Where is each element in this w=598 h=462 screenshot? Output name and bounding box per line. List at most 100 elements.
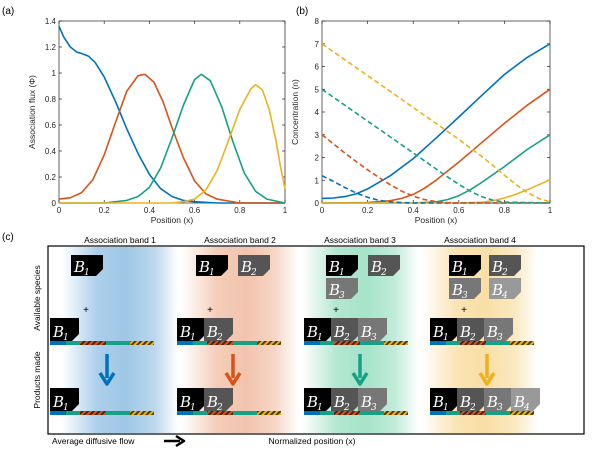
band-4-product-B2-shape [457, 388, 486, 411]
footer-normalized-position: Normalized position (x) [269, 436, 356, 446]
band-4-available-B2-subscript: 2 [501, 268, 508, 278]
band-3-attached-B2-letter: B [333, 323, 345, 341]
band-4-substrate-bottom-yellow [510, 411, 534, 415]
band-2-substrate-top-orange [207, 341, 233, 345]
chart-b-series-5-dashed [321, 134, 550, 204]
chart-a-ytick-label: 1.2 [45, 43, 57, 52]
band-2-attached-B2-letter: B [206, 323, 218, 341]
band-4-available-B3: B3 [449, 278, 481, 301]
chart-b-ytick-label: 3 [315, 131, 320, 140]
band-3-product-B2-shape [331, 388, 360, 411]
chart-a-xlabel: Position (x) [151, 215, 194, 225]
band-4-product-B4-letter: B [513, 393, 525, 411]
band-2-product-B2: B2 [204, 388, 233, 413]
band-3-substrate-bottom-orange [334, 411, 360, 415]
band-3-substrate-top-orange [334, 341, 360, 345]
band-4-attached-B2-subscript: 2 [469, 333, 476, 343]
band-2-available-B2-letter: B [240, 258, 252, 276]
chart-b-ytick-label: 1 [315, 176, 320, 185]
chart-b-xlabel: Position (x) [415, 215, 458, 225]
band-4-available-B4-letter: B [491, 281, 503, 299]
band-2-attached-B2: B2 [204, 318, 233, 343]
band-1-background [62, 247, 178, 433]
band-3-product-B1: B1 [304, 388, 333, 413]
band-4-available-B4-shape [489, 278, 521, 299]
band-2-product-B2-letter: B [206, 393, 218, 411]
band-1-available-B1-letter: B [73, 258, 85, 276]
chart-a-xtick-label: 0.6 [189, 206, 201, 215]
band-2-available-B2: B2 [238, 255, 270, 278]
band-1-attached-B1-subscript: 1 [63, 333, 69, 343]
band-3-product-B3-shape [358, 388, 387, 411]
chart-a-xtick-label: 0.2 [99, 206, 111, 215]
band-2-attached-B1: B1 [177, 318, 206, 343]
chart-a-axes-box [58, 20, 286, 204]
band-1-product-B1-letter: B [52, 393, 64, 411]
band-1-available-B1-subscript: 1 [84, 268, 90, 278]
band-1-title: Association band 1 [84, 235, 156, 245]
chart-a-xtick-label: 0.8 [234, 206, 246, 215]
chart-b-xtick-label: 0 [320, 206, 325, 215]
band-4-product-B2-letter: B [459, 393, 471, 411]
chart-b-axes-box [321, 20, 551, 204]
band-3-product-B3-subscript: 3 [371, 403, 377, 413]
band-3-attached-B3-shape [358, 318, 387, 341]
band-3-plus: + [333, 305, 339, 316]
band-4-available-B1-subscript: 1 [462, 268, 468, 278]
band-4-attached-B3-shape [484, 318, 513, 341]
chart-b: 0 0.2 0.4 0.6 0.8 1 0 1 2 3 4 5 6 7 8 Position (x) Conce… [290, 17, 553, 225]
chart-a-ytick-label: 0 [52, 199, 57, 208]
chart-a-ytick-label: 1 [52, 69, 57, 78]
band-4-attached-B2-letter: B [459, 323, 471, 341]
band-4-available-B1-letter: B [451, 258, 463, 276]
chart-a-series-3-solid [59, 83, 286, 204]
band-2-product-B2-shape [204, 388, 233, 411]
band-1-substrate-top [50, 341, 154, 345]
chart-b-series-6-dashed [321, 88, 551, 204]
band-3-product-B3: B3 [358, 388, 387, 413]
band-4-product-B1-letter: B [432, 393, 444, 411]
band-4-attached-B2-shape [457, 318, 486, 341]
chart-b-ytick-label: 6 [315, 63, 320, 72]
band-2-product-B1-letter: B [179, 393, 191, 411]
band-4-attached-B1-shape [430, 318, 459, 341]
band-3-substrate-top-yellow [384, 341, 408, 345]
chart-b-ytick-label: 4 [315, 108, 320, 117]
band-2-product-B1: B1 [177, 388, 206, 413]
band-3-attached-B3-letter: B [360, 323, 372, 341]
band-2-attached-B1-subscript: 1 [190, 333, 196, 343]
band-3-attached-B1-subscript: 1 [317, 333, 323, 343]
band-4-substrate-bottom-blue [430, 411, 446, 415]
band-3-attached-B3-subscript: 3 [371, 333, 377, 343]
band-2-available-B1-letter: B [198, 258, 210, 276]
band-1-attached-B1-letter: B [52, 323, 64, 341]
band-4-attached-B1-subscript: 1 [443, 333, 449, 343]
band-2-attached-B2-subscript: 2 [216, 333, 223, 343]
band-4-product-B3-letter: B [486, 393, 498, 411]
band-4-available-B3-shape [449, 278, 481, 299]
band-3-title: Association band 3 [324, 235, 396, 245]
chart-b-xtick-label: 1 [548, 206, 553, 215]
band-2-product-B1-subscript: 1 [190, 403, 196, 413]
chart-b-ytick-label: 8 [315, 17, 320, 26]
band-4-substrate-bottom-orange [460, 411, 486, 415]
band-3-substrate-bottom-yellow [384, 411, 408, 415]
chart-a-xtick-label: 1 [283, 206, 288, 215]
band-4-product-B2-subscript: 2 [469, 403, 476, 413]
band-3-substrate-bottom-blue [304, 411, 320, 415]
band-2-substrate-top [177, 341, 281, 345]
band-1-substrate-top-blue [50, 341, 66, 345]
chart-b-xtick-label: 0.8 [499, 206, 511, 215]
band-2-substrate-top-yellow [257, 341, 281, 345]
chart-a-series-2-solid [59, 73, 286, 204]
band-1-available-B1-shape [71, 255, 103, 276]
chart-b-ylabel: Concentration (n) [290, 79, 300, 145]
band-1-attached-B1-shape [50, 318, 79, 341]
chart-a: 0 0.2 0.4 0.6 0.8 1 0 0.2 0.4 0.6 0.8 1 1.2 1.4 Positi… [27, 17, 288, 225]
band-3-available-B1-shape [326, 255, 358, 276]
chart-b-series-1-solid [321, 88, 551, 204]
band-3-available-B3-subscript: 3 [339, 291, 345, 301]
band-2-title: Association band 2 [204, 235, 276, 245]
chart-b-series-7-dashed [321, 43, 551, 203]
band-3-available-B3: B3 [326, 278, 358, 301]
